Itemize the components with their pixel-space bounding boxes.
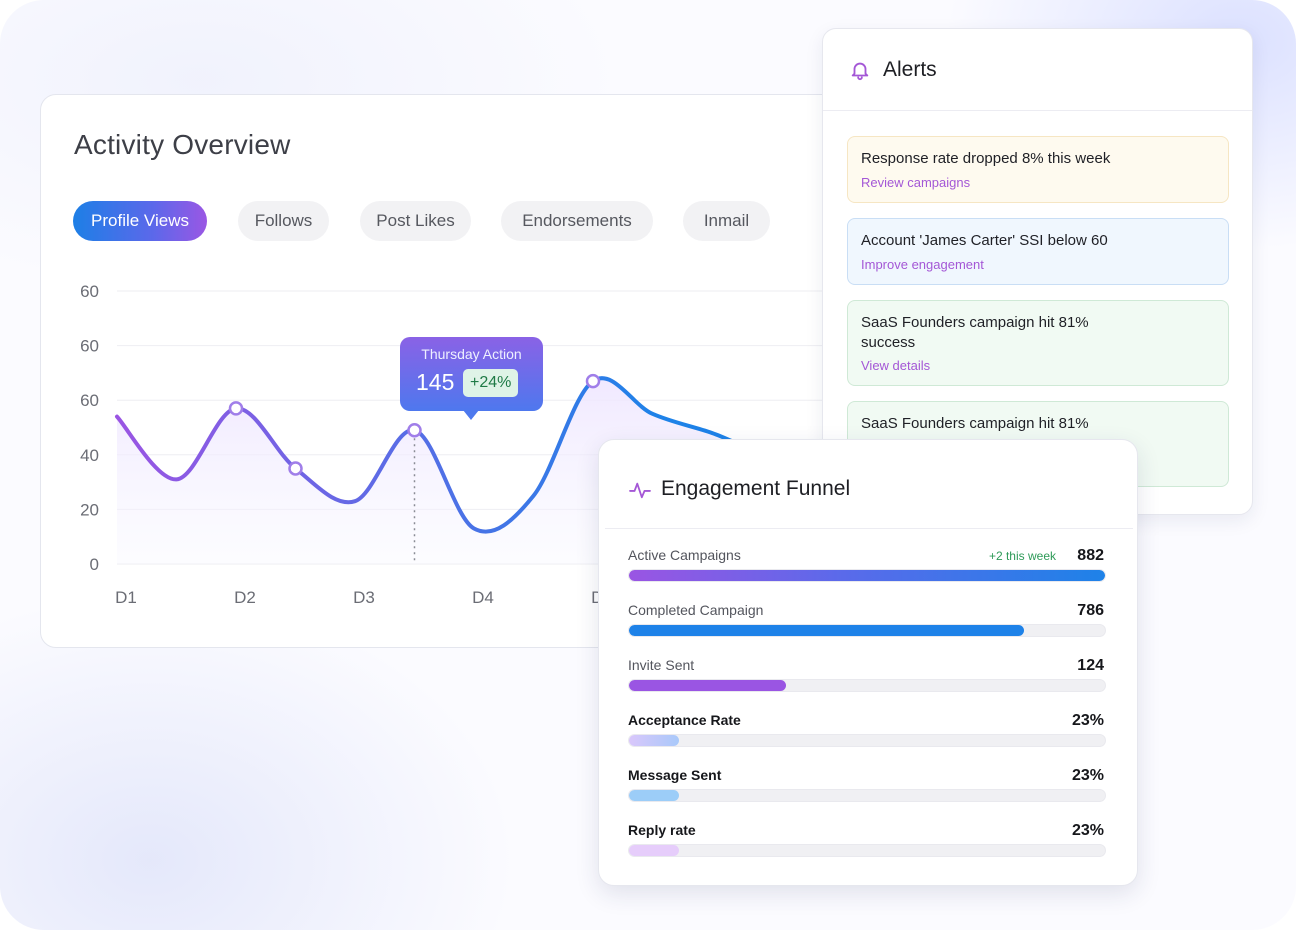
alert-text: SaaS Founders campaign hit 81% bbox=[861, 415, 1089, 432]
bell-icon bbox=[851, 62, 869, 81]
pulse-icon bbox=[629, 482, 651, 499]
x-tick-label: D4 bbox=[472, 588, 494, 607]
funnel-progress-fill bbox=[629, 790, 679, 801]
funnel-row-label: Invite Sent bbox=[628, 657, 695, 673]
alerts-title: Alerts bbox=[883, 58, 937, 81]
funnel-row-label: Completed Campaign bbox=[628, 602, 764, 618]
data-point[interactable] bbox=[228, 401, 244, 416]
alert-item: Response rate dropped 8% this week Revie… bbox=[847, 136, 1229, 203]
funnel-title: Engagement Funnel bbox=[661, 477, 851, 500]
funnel-row-delta: +2 this week bbox=[988, 549, 1056, 563]
funnel-row-value: 23% bbox=[1071, 712, 1104, 729]
tooltip-change-badge: +24% bbox=[463, 369, 519, 397]
y-tick-label: 0 bbox=[90, 555, 99, 574]
y-tick-label: 60 bbox=[80, 282, 99, 301]
activity-title: Activity Overview bbox=[74, 129, 291, 160]
x-tick-label: D3 bbox=[353, 588, 375, 607]
alert-text: Response rate dropped 8% this week bbox=[861, 150, 1111, 167]
tab-endorsements[interactable]: Endorsements bbox=[501, 201, 653, 241]
tab-follows[interactable]: Follows bbox=[238, 201, 329, 241]
alert-link[interactable]: View details bbox=[861, 358, 931, 373]
funnel-progress-fill bbox=[629, 570, 1105, 581]
funnel-row-label: Acceptance Rate bbox=[628, 712, 741, 728]
alert-item: Account 'James Carter' SSI below 60 Impr… bbox=[847, 218, 1229, 285]
tooltip-label: Thursday Action bbox=[421, 346, 522, 362]
tooltip-value: 145 bbox=[416, 369, 455, 395]
funnel-row-label: Message Sent bbox=[628, 767, 722, 783]
funnel-progress-track bbox=[628, 789, 1106, 802]
funnel-row-label: Active Campaigns bbox=[628, 547, 741, 563]
tab-post-likes[interactable]: Post Likes bbox=[360, 201, 471, 241]
funnel-row: Active Campaigns +2 this week 882 bbox=[628, 547, 1106, 591]
funnel-progress-fill bbox=[629, 625, 1025, 636]
y-tick-label: 60 bbox=[80, 337, 99, 356]
funnel-progress-fill bbox=[629, 680, 787, 691]
funnel-progress-track bbox=[628, 844, 1106, 857]
engagement-funnel-card: Engagement Funnel Active Campaigns +2 thi… bbox=[598, 439, 1138, 886]
alert-link[interactable]: Improve engagement bbox=[861, 257, 984, 272]
data-point[interactable] bbox=[288, 461, 303, 476]
funnel-row: Acceptance Rate 23% bbox=[628, 712, 1106, 756]
tab-inmail[interactable]: Inmail bbox=[683, 201, 770, 241]
data-point[interactable] bbox=[407, 422, 422, 438]
alerts-header: Alerts bbox=[823, 29, 1252, 111]
funnel-row: Reply rate 23% bbox=[628, 822, 1106, 866]
funnel-progress-fill bbox=[629, 845, 679, 856]
y-tick-label: 20 bbox=[80, 500, 99, 519]
funnel-row-value: 23% bbox=[1071, 822, 1104, 839]
tab-profile-views[interactable]: Profile Views bbox=[73, 201, 207, 241]
funnel-progress-track bbox=[628, 679, 1106, 692]
funnel-row-value: 124 bbox=[1077, 657, 1104, 674]
funnel-row: Completed Campaign 786 bbox=[628, 602, 1106, 646]
y-tick-label: 60 bbox=[80, 391, 99, 410]
alert-item: SaaS Founders campaign hit 81% success V… bbox=[847, 300, 1229, 386]
funnel-row-value: 786 bbox=[1077, 602, 1104, 619]
alert-link[interactable]: Review campaigns bbox=[861, 175, 971, 190]
funnel-row: Message Sent 23% bbox=[628, 767, 1106, 811]
x-tick-label: D1 bbox=[115, 588, 137, 607]
alert-text: Account 'James Carter' SSI below 60 bbox=[861, 232, 1108, 249]
funnel-progress-fill bbox=[629, 735, 679, 746]
x-tick-label: D2 bbox=[234, 588, 256, 607]
funnel-row-value: 882 bbox=[1077, 547, 1104, 564]
funnel-progress-track bbox=[628, 624, 1106, 637]
alert-text: SaaS Founders campaign hit 81% success bbox=[861, 314, 1089, 351]
funnel-row-value: 23% bbox=[1071, 767, 1104, 784]
funnel-row: Invite Sent 124 bbox=[628, 657, 1106, 701]
data-point[interactable] bbox=[585, 373, 601, 389]
funnel-progress-track bbox=[628, 734, 1106, 747]
funnel-progress-track bbox=[628, 569, 1106, 582]
funnel-header: Engagement Funnel bbox=[605, 440, 1133, 529]
y-tick-label: 40 bbox=[80, 446, 99, 465]
chart-tooltip: Thursday Action 145 +24% bbox=[400, 337, 543, 420]
funnel-row-label: Reply rate bbox=[628, 822, 696, 838]
